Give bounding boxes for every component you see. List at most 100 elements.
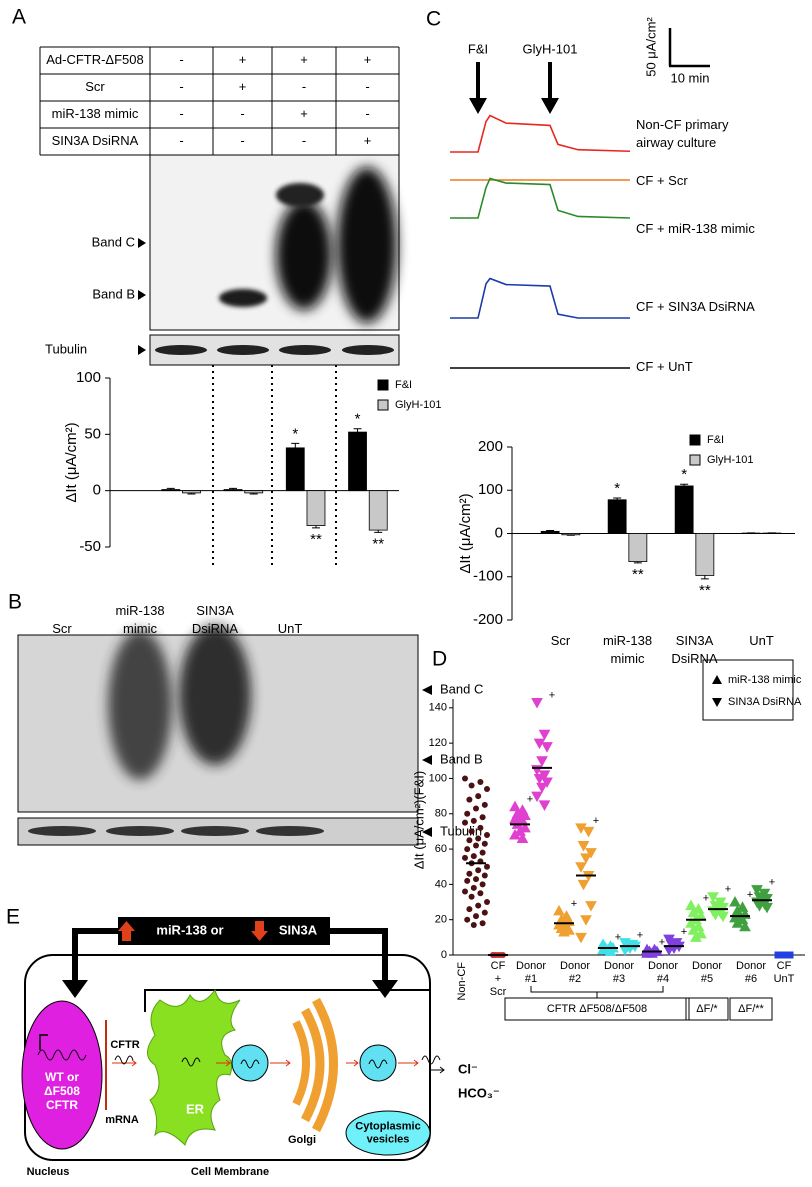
trace-label: CF + UnT: [636, 359, 693, 374]
legend-label: miR-138 mimic: [728, 674, 802, 686]
data-point: [473, 876, 479, 883]
table-cell: +: [239, 52, 247, 67]
lane-label: UnT: [278, 621, 303, 636]
annotation: +: [637, 930, 643, 942]
bar: [561, 533, 581, 536]
x-tick-label: miR-138 mimic: [603, 633, 652, 666]
lane-label: miR-138 mimic: [115, 603, 164, 636]
down-arrow: [251, 921, 268, 941]
text-line: CFTR: [46, 1098, 78, 1112]
text-line: WT or: [45, 1070, 79, 1084]
annotation: +: [593, 815, 599, 827]
bar: [540, 530, 560, 534]
bar: [161, 489, 181, 492]
text-line: SIN3A: [196, 603, 234, 618]
data-point: [484, 899, 490, 906]
text-line: Cytoplasmic: [355, 1120, 420, 1132]
y-tick-label: 100: [478, 481, 503, 498]
row-label: Ad-CFTR-ΔF508: [46, 52, 144, 67]
legend-label: GlyH-101: [707, 454, 753, 466]
trace: [450, 177, 631, 219]
bar: [368, 490, 388, 531]
data-point: [585, 901, 597, 912]
text-line: #4: [657, 973, 669, 985]
arrow: [422, 755, 432, 765]
golgi: [292, 1020, 310, 1106]
y-axis-label: ΔIt (μA/cm²): [63, 422, 80, 502]
band: [276, 200, 332, 310]
data-point: [462, 775, 468, 782]
trace-label: Non-CF primary airway culture: [636, 117, 729, 150]
data-point: [466, 796, 473, 803]
bracket-box: [729, 997, 773, 1021]
trace-label: CF + SIN3A DsiRNA: [636, 299, 755, 314]
data-point: [717, 911, 729, 923]
annotation: +: [659, 937, 665, 949]
event-arrowhead: [541, 98, 559, 114]
error-bar: [291, 442, 300, 448]
annotation: +: [527, 794, 533, 806]
significance: **: [310, 531, 322, 548]
text-line: SIN3A: [676, 633, 714, 648]
data-point: [580, 853, 592, 864]
table-cell: +: [239, 79, 247, 94]
band: [179, 625, 251, 765]
text-line: mimic: [123, 621, 157, 636]
significance: *: [355, 411, 361, 428]
data-point: [466, 870, 473, 877]
bracket: [144, 989, 431, 1012]
band: [219, 289, 267, 307]
row-label: SIN3A DsiRNA: [52, 133, 139, 148]
text-line: UnT: [278, 621, 303, 636]
vesicle: [359, 1044, 397, 1082]
promoter: [39, 1034, 48, 1050]
data-point: [470, 921, 477, 928]
table-cell: -: [302, 79, 306, 94]
error-bar: [700, 575, 709, 580]
table-cell: +: [364, 52, 372, 67]
y-tick-label: 100: [429, 772, 447, 784]
data-point: [466, 906, 473, 913]
error-bar: [187, 492, 196, 495]
membrane-label: Cell Membrane: [191, 1166, 269, 1178]
data-point: [477, 824, 484, 831]
nucleus-label: Nucleus: [27, 1166, 70, 1178]
annotation: +: [615, 931, 621, 943]
regulator: miR-138 or: [156, 922, 223, 937]
annotation: +: [549, 689, 555, 701]
data-point: [580, 915, 592, 926]
data-point: [731, 917, 744, 928]
text-line: CF: [491, 960, 506, 972]
x-tick-label: Non-CF: [456, 962, 468, 1001]
error-bar: [613, 497, 622, 500]
data-point: [462, 888, 468, 895]
band: [181, 826, 249, 836]
data-point: [777, 951, 786, 959]
annotation: +: [769, 877, 775, 889]
data-point: [481, 840, 488, 847]
data-point: [475, 867, 482, 874]
legend-box: [702, 659, 794, 721]
data-point: [468, 782, 475, 789]
text-line: Donor: [736, 960, 766, 972]
legend-label: SIN3A DsiRNA: [728, 696, 802, 708]
error-bar: [353, 428, 362, 433]
text-line: Scr: [52, 621, 72, 636]
text-line: airway culture: [636, 135, 716, 150]
annotation: +: [703, 892, 709, 904]
text-line: Scr: [490, 986, 507, 998]
arrow: [422, 685, 432, 695]
panel-labels: A B C D E: [6, 6, 447, 929]
x-tick-label: SIN3A DsiRNA: [671, 633, 718, 666]
vesicles-label: Cytoplasmic vesicles: [355, 1120, 420, 1145]
arrow: [216, 1059, 231, 1067]
data-point: [685, 899, 697, 911]
event-label: GlyH-101: [523, 41, 578, 56]
data-point: [784, 951, 794, 959]
row-label: Scr: [85, 79, 105, 94]
band: [276, 183, 324, 207]
legend-label: GlyH-101: [395, 399, 441, 411]
data-point: [509, 800, 521, 812]
significance: **: [699, 582, 711, 599]
data-point: [739, 920, 751, 932]
